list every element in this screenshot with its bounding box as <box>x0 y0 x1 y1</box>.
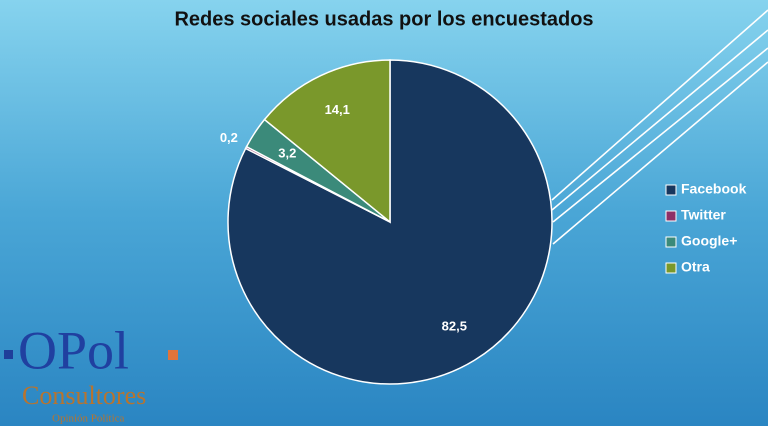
pie-slice <box>263 59 391 224</box>
legend-swatch <box>665 210 677 222</box>
chart-title: Redes sociales usadas por los encuestado… <box>174 8 593 30</box>
logo-company: Consultores <box>22 381 146 410</box>
legend-label: Twitter <box>681 207 726 223</box>
logo-square <box>4 350 13 359</box>
pie: 82,5 0,2 3,2 14,1 <box>220 59 553 385</box>
legend-label: Facebook <box>681 181 747 197</box>
logo-tagline: Opinión Política <box>52 413 125 425</box>
legend-label: Google+ <box>681 233 737 249</box>
logo-square <box>168 350 178 360</box>
logo-name: OPol <box>18 320 129 380</box>
legend-swatch <box>665 262 677 274</box>
legend-swatch <box>665 236 677 248</box>
legend-swatch <box>665 184 677 196</box>
legend-label: Otra <box>681 259 710 275</box>
data-label: 82,5 <box>442 318 467 333</box>
data-label: 14,1 <box>325 102 350 117</box>
data-label: 0,2 <box>220 130 238 145</box>
decorative-lines <box>551 9 768 245</box>
legend: Facebook Twitter Google+ Otra <box>665 181 747 275</box>
data-label: 3,2 <box>278 146 296 161</box>
